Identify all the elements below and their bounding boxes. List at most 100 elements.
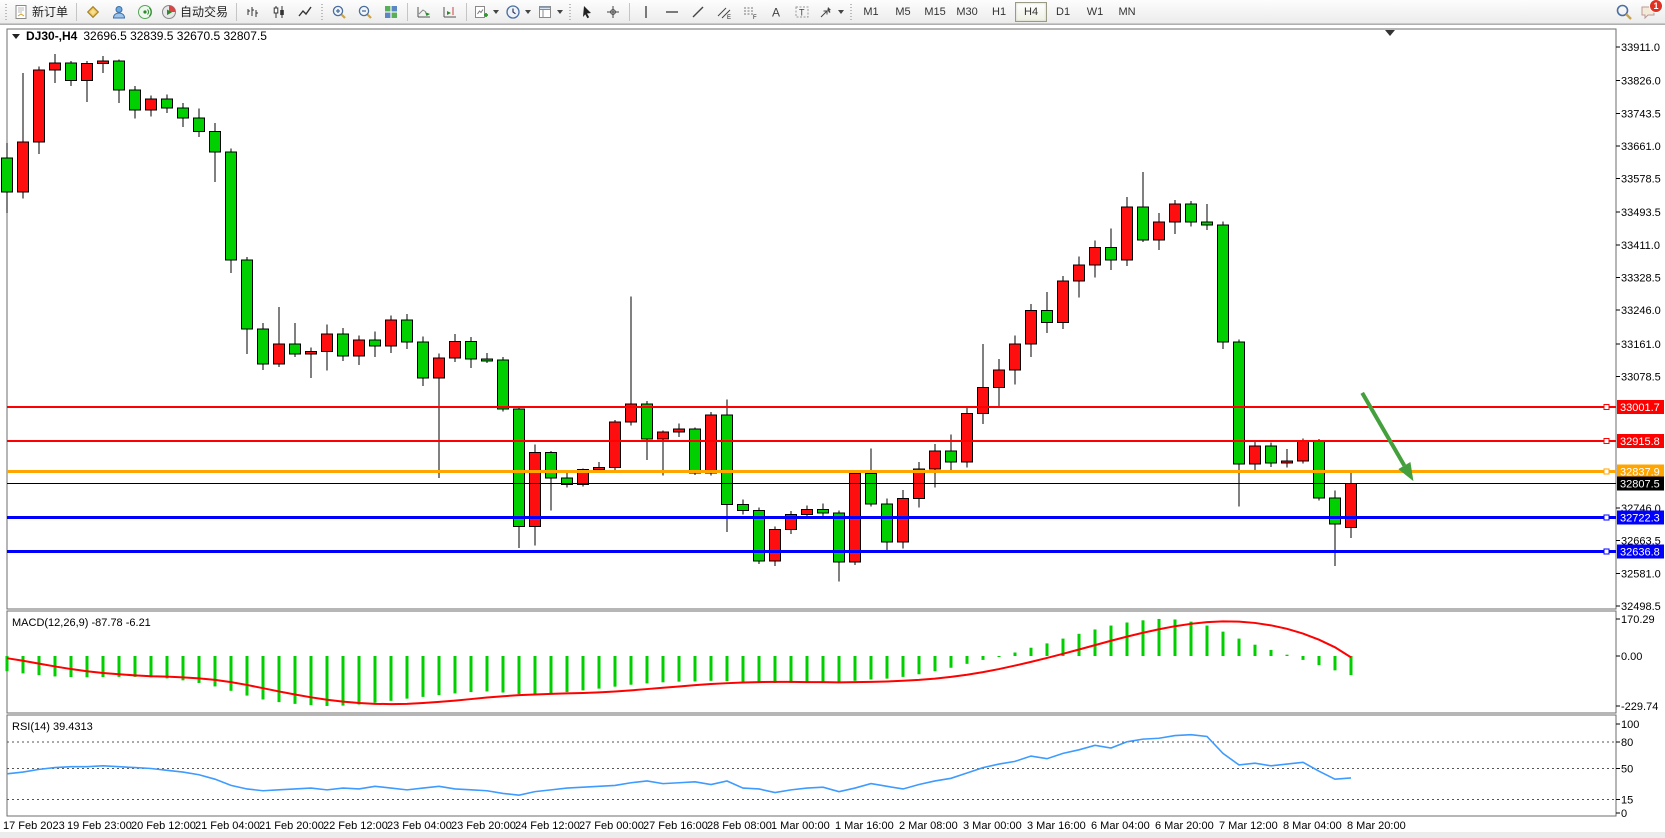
toolbar-button-signals[interactable] (132, 1, 158, 23)
bar-chart-icon (245, 4, 261, 20)
chart-title-collapse-icon[interactable] (12, 33, 20, 39)
svg-text:3 Mar 16:00: 3 Mar 16:00 (1027, 820, 1086, 832)
toolbar-button-new-chart[interactable] (470, 1, 502, 23)
gold-cube-icon (85, 4, 101, 20)
toolbar-button-line-chart[interactable] (292, 1, 318, 23)
time-axis[interactable]: 17 Feb 2023 19 Feb 23:00 20 Feb 12:00 21 Fe… (3, 820, 1406, 832)
macd-signal-line (6, 620, 1352, 706)
toolbar-separator (407, 2, 409, 21)
autotrading-icon (161, 4, 177, 20)
chevron-down-icon (493, 9, 500, 14)
toolbar-separator (629, 2, 631, 21)
svg-text:32581.0: 32581.0 (1621, 568, 1661, 580)
toolbar-button-zoom-in[interactable] (326, 1, 352, 23)
toolbar-button-horizontal-line[interactable] (659, 1, 685, 23)
window-bottom-edge (0, 832, 1665, 838)
toolbar-button-cursor[interactable] (574, 1, 600, 23)
svg-text:50: 50 (1621, 764, 1633, 776)
toolbar-button-community[interactable] (106, 1, 132, 23)
svg-text:7 Mar 12:00: 7 Mar 12:00 (1219, 820, 1278, 832)
svg-text:3 Mar 00:00: 3 Mar 00:00 (963, 820, 1022, 832)
svg-text:24 Feb 12:00: 24 Feb 12:00 (515, 820, 580, 832)
svg-text:33328.5: 33328.5 (1621, 273, 1661, 285)
toolbar-separator (76, 2, 78, 21)
toolbar-button-label[interactable]: T (789, 1, 815, 23)
timeframe-button-d1[interactable]: D1 (1056, 5, 1071, 18)
toolbar-button-templates[interactable] (534, 1, 566, 23)
toolbar-button-arrows[interactable] (815, 1, 847, 23)
svg-text:33161.0: 33161.0 (1621, 339, 1661, 351)
timeframe-button-h1[interactable]: H1 (992, 5, 1007, 18)
zoom-out-icon (357, 4, 373, 20)
svg-text:1 Mar 16:00: 1 Mar 16:00 (835, 820, 894, 832)
chart-shift-marker[interactable] (1385, 30, 1395, 36)
svg-text:23 Feb 04:00: 23 Feb 04:00 (387, 820, 452, 832)
timeframe-button-m15[interactable]: M15 (924, 5, 946, 18)
timeframe-button-mn[interactable]: MN (1118, 5, 1136, 18)
svg-text:8 Mar 20:00: 8 Mar 20:00 (1347, 820, 1406, 832)
svg-text:100: 100 (1621, 719, 1639, 731)
channel-icon: E (716, 4, 732, 20)
toolbar-button-tile-windows[interactable] (378, 1, 404, 23)
toolbar-button-autotrading[interactable]: 自动交易 (158, 1, 233, 23)
toolbar-button-crosshair[interactable] (600, 1, 626, 23)
trend-arrow-annotation[interactable] (1360, 391, 1414, 482)
timeframe-button-m30[interactable]: M30 (956, 5, 978, 18)
main-panel (6, 28, 1617, 610)
timeframe-button-h4[interactable]: H4 (1015, 1, 1048, 22)
zoom-in-icon (331, 4, 347, 20)
chart-window: 33911.0 33826.0 33743.5 33661.0 33578.5 33493… (0, 24, 1665, 833)
toolbar-button-auto-scroll[interactable] (411, 1, 437, 23)
trendline-icon (690, 4, 706, 20)
timeframe-button-w1[interactable]: W1 (1086, 5, 1104, 18)
toolbar-button-gold-cube[interactable] (80, 1, 106, 23)
horizontal-level-lines[interactable] (7, 403, 1616, 555)
tile-windows-icon (383, 4, 399, 20)
toolbar-button-vertical-line[interactable] (633, 1, 659, 23)
price-chart[interactable]: 33911.0 33826.0 33743.5 33661.0 33578.5 33493… (0, 25, 1665, 833)
chat-icon[interactable]: 1 (1639, 0, 1663, 21)
svg-text:A: A (772, 5, 780, 19)
timeframe-button-m5[interactable]: M5 (895, 5, 911, 18)
svg-text:33411.0: 33411.0 (1621, 240, 1660, 252)
toolbar-button-bar-chart[interactable] (240, 1, 266, 23)
svg-text:33493.5: 33493.5 (1621, 207, 1661, 219)
candlestick-chart-icon (271, 4, 287, 20)
svg-text:33246.0: 33246.0 (1621, 305, 1661, 317)
rsi-line (6, 733, 1352, 797)
horizontal-line-icon (664, 4, 680, 20)
chevron-down-icon (838, 9, 845, 14)
timeframe-button-m1[interactable]: M1 (863, 5, 879, 18)
macd-indicator-label: MACD(12,26,9) -87.78 -6.21 (12, 617, 151, 629)
toolbar-button-trendline[interactable] (685, 1, 711, 23)
svg-text:T: T (799, 7, 805, 17)
toolbar-separator (236, 2, 238, 21)
rsi-name: RSI(14) (12, 721, 50, 733)
toolbar-button-profiles[interactable] (502, 1, 534, 23)
svg-text:20 Feb 12:00: 20 Feb 12:00 (131, 820, 196, 832)
toolbar-grip (320, 3, 325, 20)
toolbar-button-new-order[interactable]: 新订单 (10, 1, 73, 23)
svg-text:23 Feb 20:00: 23 Feb 20:00 (451, 820, 516, 832)
svg-text:8 Mar 04:00: 8 Mar 04:00 (1283, 820, 1342, 832)
svg-text:21 Feb 20:00: 21 Feb 20:00 (259, 820, 324, 832)
svg-text:80: 80 (1621, 737, 1633, 749)
svg-text:27 Feb 16:00: 27 Feb 16:00 (643, 820, 708, 832)
svg-text:-229.74: -229.74 (1621, 701, 1658, 713)
svg-text:32636.8: 32636.8 (1620, 546, 1660, 558)
chart-title: DJ30-,H4 32696.5 32839.5 32670.5 32807.5 (12, 29, 267, 43)
toolbar-button-label: 自动交易 (180, 5, 229, 19)
toolbar-button-fibonacci[interactable]: F (737, 1, 763, 23)
toolbar-button-channel[interactable]: E (711, 1, 737, 23)
search-icon[interactable] (1615, 3, 1633, 21)
svg-text:33661.0: 33661.0 (1621, 141, 1661, 153)
toolbar-button-zoom-out[interactable] (352, 1, 378, 23)
toolbar-button-text[interactable]: A (763, 1, 789, 23)
svg-text:32807.5: 32807.5 (1620, 479, 1660, 491)
toolbar-button-candlestick-chart[interactable] (266, 1, 292, 23)
community-icon (111, 4, 127, 20)
toolbar-grip (849, 3, 854, 20)
toolbar-button-chart-shift[interactable] (437, 1, 463, 23)
ohlc-values: 32696.5 32839.5 32670.5 32807.5 (83, 29, 267, 43)
vertical-line-icon (638, 4, 654, 20)
